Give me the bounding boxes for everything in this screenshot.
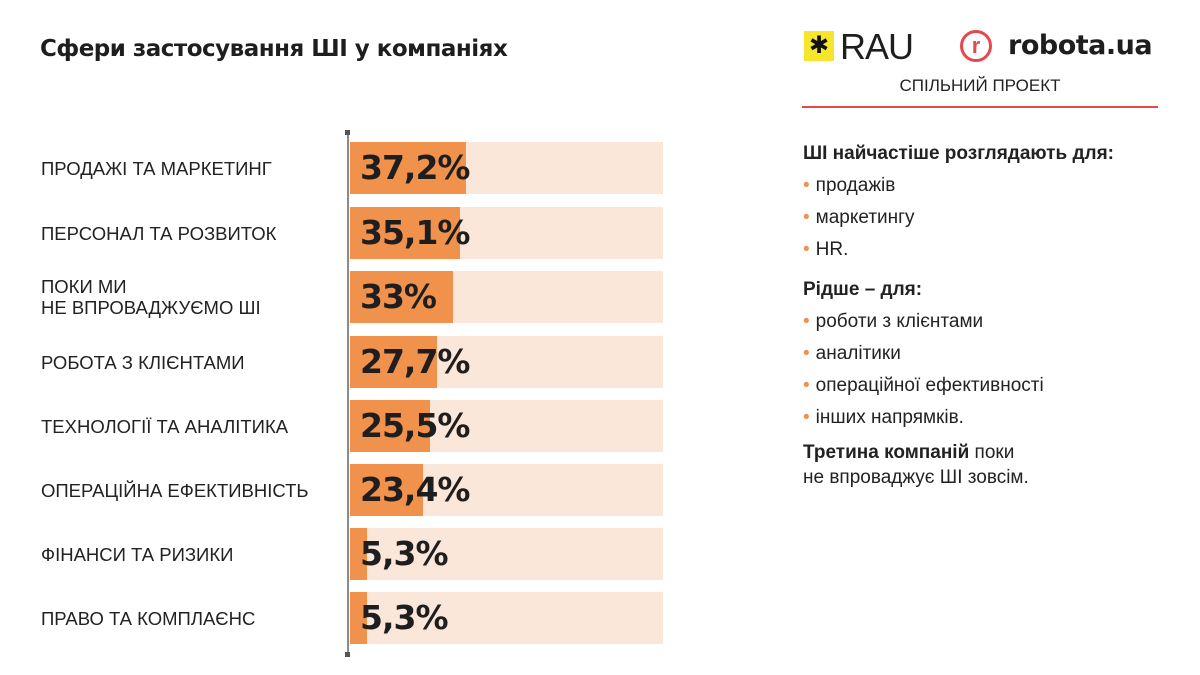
bar-row: ПОКИ МИ НЕ ВПРОВАДЖУЄМО ШІ 33% xyxy=(0,271,700,323)
rau-star-icon: ✱ xyxy=(804,31,834,61)
bar-track: 23,4% xyxy=(350,464,663,516)
data-label: 37,2% xyxy=(360,148,470,187)
bar xyxy=(350,207,460,259)
category-label: ПОКИ МИ НЕ ВПРОВАДЖУЄМО ШІ xyxy=(41,276,261,318)
bar-row: ПЕРСОНАЛ ТА РОЗВИТОК 35,1% xyxy=(0,207,700,259)
bar-track: 5,3% xyxy=(350,592,663,644)
bar-track: 5,3% xyxy=(350,528,663,580)
bar-row: ПРАВО ТА КОМПЛАЄНС 5,3% xyxy=(0,592,700,644)
bar-track: 37,2% xyxy=(350,142,663,194)
data-label: 5,3% xyxy=(360,534,449,573)
category-label: ПРОДАЖІ ТА МАРКЕТИНГ xyxy=(41,157,272,179)
list-item: інших напрямків. xyxy=(803,402,1183,434)
bar-row: ТЕХНОЛОГІЇ ТА АНАЛІТИКА 25,5% xyxy=(0,400,700,452)
conclusion-bold: Третина компаній xyxy=(803,442,970,463)
bar-track: 27,7% xyxy=(350,336,663,388)
bar xyxy=(350,528,367,580)
axis-line xyxy=(347,132,349,655)
category-label: ПРАВО ТА КОМПЛАЄНС xyxy=(41,607,256,629)
divider xyxy=(802,106,1158,108)
bar xyxy=(350,464,424,516)
bar-track: 25,5% xyxy=(350,400,663,452)
summary-panel: ШІ найчастіше розглядають для: продажів … xyxy=(803,138,1183,490)
bar xyxy=(350,271,454,323)
data-label: 25,5% xyxy=(360,406,470,445)
list-item: аналітики xyxy=(803,338,1183,370)
list-item: роботи з клієнтами xyxy=(803,306,1183,338)
category-label: ПЕРСОНАЛ ТА РОЗВИТОК xyxy=(41,222,277,244)
bar-track: 35,1% xyxy=(350,207,663,259)
bar-row: РОБОТА З КЛІЄНТАМИ 27,7% xyxy=(0,336,700,388)
data-label: 33% xyxy=(360,277,437,316)
bar xyxy=(350,142,467,194)
bar xyxy=(350,336,437,388)
list-item: HR. xyxy=(803,234,1183,266)
data-label: 27,7% xyxy=(360,342,470,381)
data-label: 35,1% xyxy=(360,213,470,252)
logos: ✱ RAU r robota.ua xyxy=(804,26,1160,68)
axis-cap-top xyxy=(345,130,350,135)
joint-project-label: СПІЛЬНИЙ ПРОЕКТ xyxy=(899,76,1061,95)
bar-row: ОПЕРАЦІЙНА ЕФЕКТИВНІСТЬ 23,4% xyxy=(0,464,700,516)
bar xyxy=(350,400,430,452)
data-label: 23,4% xyxy=(360,470,470,509)
category-label: РОБОТА З КЛІЄНТАМИ xyxy=(41,351,245,373)
bar xyxy=(350,592,367,644)
list-item: продажів xyxy=(803,170,1183,202)
list-item: операційної ефективності xyxy=(803,370,1183,402)
list-item: маркетингу xyxy=(803,202,1183,234)
robota-logo: robota.ua xyxy=(1008,30,1153,61)
page-title: Сфери застосування ШІ у компаніях xyxy=(40,36,508,62)
conclusion-text: поки xyxy=(969,442,1015,463)
robota-logo-icon: r xyxy=(960,30,992,62)
rau-logo: RAU xyxy=(840,26,914,67)
category-label: ТЕХНОЛОГІЇ ТА АНАЛІТИКА xyxy=(41,415,289,437)
conclusion-text-2: не впроваджує ШІ зовсім. xyxy=(803,467,1029,488)
summary-conclusion: Третина компаній поки не впроваджує ШІ зо… xyxy=(803,440,1183,490)
axis-cap-bottom xyxy=(345,652,350,657)
summary-heading-2: Рідше – для: xyxy=(803,279,923,300)
summary-heading-1: ШІ найчастіше розглядають для: xyxy=(803,143,1114,164)
bar-track: 33% xyxy=(350,271,663,323)
data-label: 5,3% xyxy=(360,598,449,637)
bar-row: ПРОДАЖІ ТА МАРКЕТИНГ 37,2% xyxy=(0,142,700,194)
category-label: ФІНАНСИ ТА РИЗИКИ xyxy=(41,543,234,565)
category-label: ОПЕРАЦІЙНА ЕФЕКТИВНІСТЬ xyxy=(41,479,309,501)
bar-row: ФІНАНСИ ТА РИЗИКИ 5,3% xyxy=(0,528,700,580)
